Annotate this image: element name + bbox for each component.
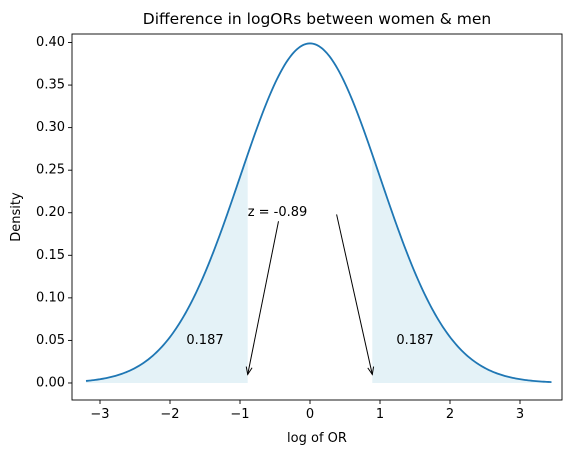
plot-area: 0.187 0.187 z = -0.89 <box>85 42 552 383</box>
annotations: z = -0.89 <box>245 205 375 376</box>
density-curve <box>85 42 552 383</box>
annotation-arrow-2 <box>336 214 375 376</box>
y-tick-label: 0.15 <box>36 248 65 263</box>
z-score-label: z = -0.89 <box>248 205 308 220</box>
shaded-tails: 0.187 0.187 <box>86 154 552 383</box>
x-tick-label: −1 <box>230 407 249 422</box>
y-tick-label: 0.30 <box>36 120 65 135</box>
shaded-region-1 <box>86 154 248 383</box>
y-tick-label: 0.20 <box>36 205 65 220</box>
x-tick-label: 1 <box>376 407 384 422</box>
region-probability-label: 0.187 <box>396 333 433 348</box>
arrow-head <box>245 366 253 376</box>
x-tick-label: 3 <box>516 407 524 422</box>
y-tick-label: 0.05 <box>36 333 65 348</box>
arrow-head <box>367 366 375 376</box>
x-axis-ticks: −3 −2 −1 0 1 2 3 <box>90 400 524 422</box>
arrow-shaft <box>247 221 279 375</box>
x-axis-label: log of OR <box>287 431 347 446</box>
y-tick-label: 0.25 <box>36 163 65 178</box>
x-tick-label: −3 <box>90 407 109 422</box>
shaded-region-2 <box>372 154 552 383</box>
y-tick-label: 0.40 <box>36 35 65 50</box>
arrow-shaft <box>336 214 373 375</box>
annotation-arrow-1 <box>245 221 279 376</box>
y-tick-label: 0.10 <box>36 290 65 305</box>
y-axis-ticks: 0.00 0.05 0.10 0.15 0.20 0.25 0.30 0.35 0.40 <box>36 35 72 390</box>
y-axis-label: Density <box>9 192 24 242</box>
x-tick-label: 2 <box>446 407 454 422</box>
x-tick-label: 0 <box>306 407 314 422</box>
y-tick-label: 0.00 <box>36 375 65 390</box>
x-tick-label: −2 <box>160 407 179 422</box>
axes-frame <box>71 33 563 401</box>
region-probability-label: 0.187 <box>186 333 223 348</box>
chart-title: Difference in logORs between women & men <box>143 10 491 28</box>
y-tick-label: 0.35 <box>36 78 65 93</box>
density-series <box>85 42 552 383</box>
